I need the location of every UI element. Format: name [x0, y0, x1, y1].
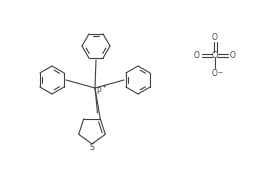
Text: −: − [217, 69, 223, 75]
Text: S: S [90, 142, 94, 152]
Text: O: O [212, 69, 218, 77]
Text: Cl: Cl [211, 50, 219, 60]
Text: O: O [212, 32, 218, 42]
Text: O: O [230, 50, 236, 60]
Text: P: P [97, 87, 101, 95]
Text: O: O [194, 50, 200, 60]
Text: +: + [101, 83, 107, 89]
